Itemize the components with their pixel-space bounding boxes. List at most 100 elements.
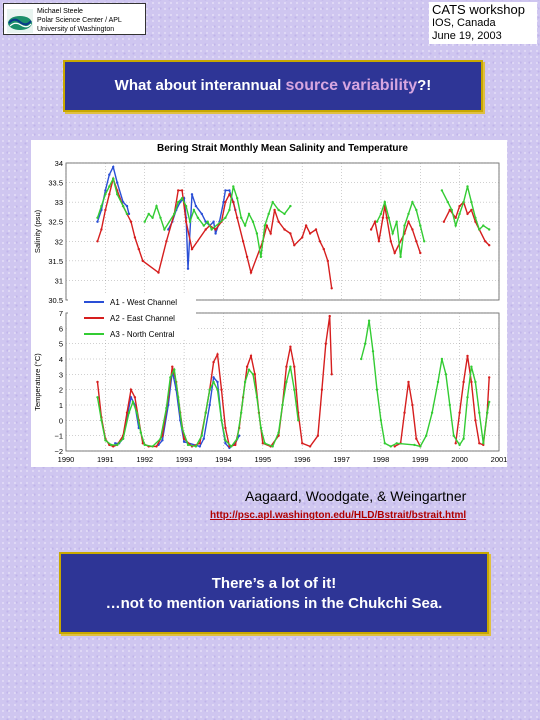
temperature-data-point [263,442,266,445]
salinity-data-point [393,251,396,255]
salinity-data-point [293,244,296,247]
temperature-data-point [165,406,168,410]
temperature-data-point [159,437,162,440]
temperature-data-point [293,388,296,391]
salinity-data-point [222,200,225,204]
temperature-data-point [100,419,103,422]
legend-entry: A1 - West Channel [110,298,177,307]
citation-url-link[interactable]: http://psc.apl.washington.edu/HLD/Bstrai… [210,510,467,521]
temperature-data-point [316,434,320,437]
temperature-data-point [236,437,239,440]
salinity-data-point [125,204,129,208]
salinity-data-point [484,240,487,243]
salinity-series-line [96,176,333,289]
temperature-data-point [367,319,371,322]
temperature-data-point [224,426,227,430]
temperature-data-point [212,376,215,379]
temperature-y-tick-label: 5 [59,340,63,349]
salinity-y-axis-label: Salinity (psu) [33,209,42,253]
salinity-data-point [214,228,217,231]
salinity-data-point [419,251,422,255]
salinity-data-point [415,240,418,243]
temperature-data-point [488,376,491,379]
temperature-data-point [208,403,211,407]
salinity-data-point [482,224,485,227]
temperature-data-point [430,411,434,414]
salinity-data-point [322,247,325,251]
salinity-data-point [212,220,215,223]
temperature-data-point [436,380,440,384]
salinity-data-point [387,216,390,219]
salinity-data-point [190,193,194,196]
salinity-data-point [186,267,190,270]
x-tick-label: 1997 [333,455,350,464]
bering-strait-chart: Bering Strait Monthly Mean Salinity and … [31,140,507,467]
temperature-data-point [403,411,406,414]
temperature-data-point [208,388,211,391]
temperature-data-point [261,442,264,445]
answer-line-2: …not to mention variations in the Chukch… [105,595,443,612]
temperature-data-point [474,380,477,384]
salinity-data-point [210,228,213,231]
salinity-data-point [133,236,137,239]
salinity-data-point [255,232,259,235]
salinity-data-point [125,212,129,216]
chart-svg: Bering Strait Monthly Mean Salinity and … [33,143,507,464]
wave-logo-icon [7,9,33,33]
temperature-data-point [224,439,227,442]
temperature-data-point [419,445,422,448]
salinity-data-point [267,212,270,216]
x-tick-label: 1996 [294,455,311,464]
temperature-data-point [129,388,133,391]
temperature-data-point [139,431,142,434]
salinity-data-point [273,208,276,212]
temperature-y-tick-label: 6 [59,324,63,333]
temperature-data-point [482,442,485,445]
temperature-data-point [440,357,444,361]
workshop-info: CATS workshop IOS, Canada June 19, 2003 [429,2,537,44]
salinity-data-point [151,216,154,219]
temperature-data-point [330,373,333,376]
temperature-data-point [125,411,129,414]
salinity-data-point [240,216,243,219]
salinity-data-point [289,232,292,235]
temperature-data-point [324,342,327,345]
temperature-data-point [301,442,304,445]
temperature-y-tick-label: 0 [59,416,63,425]
salinity-data-point [389,240,392,243]
temperature-data-point [161,439,164,442]
salinity-data-point [454,216,457,219]
temperature-data-point [320,388,324,391]
salinity-data-point [247,212,251,216]
salinity-data-point [188,220,192,223]
temperature-data-point [285,365,288,368]
temperature-data-point [478,411,481,414]
temperature-data-point [200,434,203,437]
salinity-plot-frame [65,162,500,301]
temperature-data-point [478,442,481,445]
temperature-data-point [121,437,125,440]
salinity-data-point [395,220,398,223]
temperature-y-axis-label: Temperature (°C) [33,353,42,411]
x-tick-label: 1994 [215,455,232,464]
temperature-data-point [135,411,139,414]
x-tick-label: 1993 [176,455,193,464]
temperature-data-point [202,437,205,440]
salinity-data-point [442,220,446,223]
salinity-y-tick-label: 30.5 [48,296,63,305]
salinity-data-point [411,200,414,204]
temperature-data-point [180,426,184,430]
temperature-data-point [198,442,201,445]
temperature-data-point [289,345,292,348]
temperature-series-line [360,320,490,448]
temperature-data-point [486,411,489,414]
salinity-y-tick-label: 31.5 [48,257,63,266]
temperature-data-point [253,373,257,376]
salinity-series-line [96,176,128,219]
temperature-data-point [216,380,219,384]
salinity-data-point [399,255,402,259]
x-tick-label: 1998 [373,455,390,464]
salinity-data-point [196,216,200,219]
temperature-data-point [216,388,219,391]
salinity-series-line [144,186,291,258]
